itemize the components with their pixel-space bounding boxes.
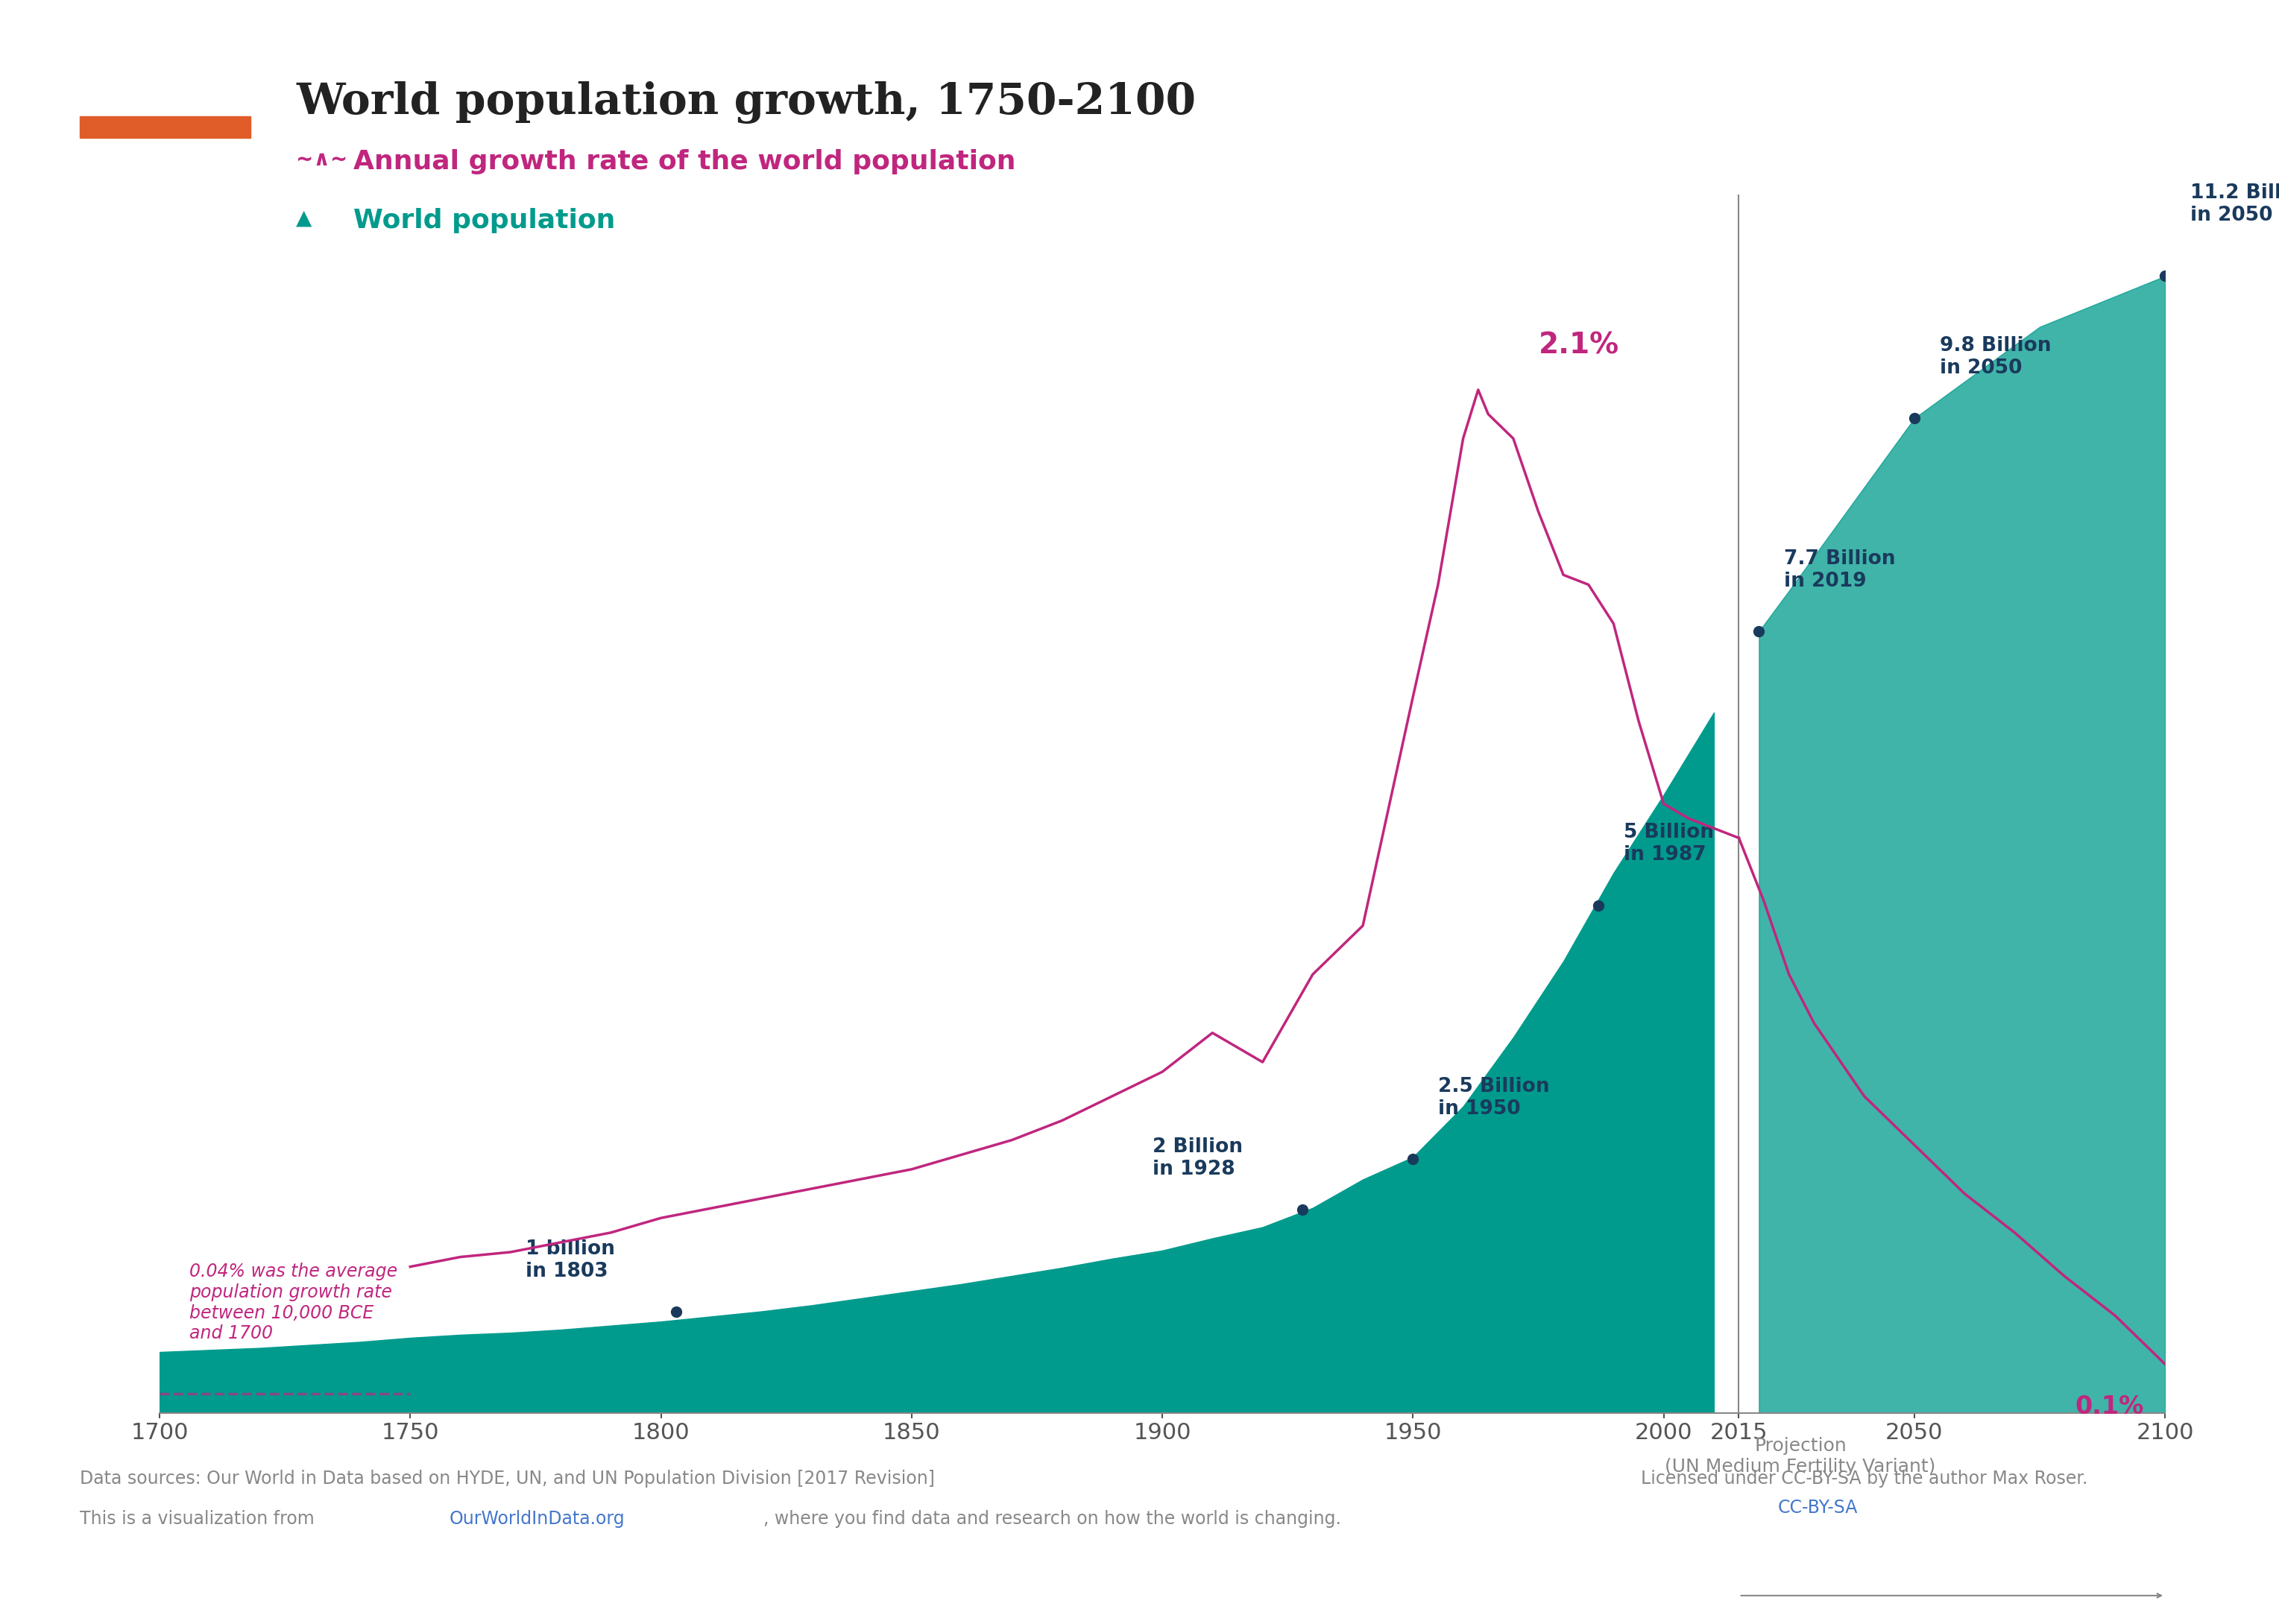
- Text: World population: World population: [353, 208, 615, 234]
- Text: ▲: ▲: [296, 208, 312, 229]
- Text: Annual growth rate of the world population: Annual growth rate of the world populati…: [353, 149, 1016, 175]
- Text: 7.7 Billion
in 2019: 7.7 Billion in 2019: [1784, 549, 1896, 591]
- Text: 2.5 Billion
in 1950: 2.5 Billion in 1950: [1438, 1077, 1550, 1119]
- Text: OurWorldInData.org: OurWorldInData.org: [449, 1510, 624, 1528]
- Text: CC-BY-SA: CC-BY-SA: [1778, 1499, 1857, 1517]
- Text: Licensed under CC-BY-SA by the author Max Roser.: Licensed under CC-BY-SA by the author Ma…: [1641, 1470, 2088, 1488]
- Text: 2 Billion
in 1928: 2 Billion in 1928: [1153, 1138, 1242, 1179]
- Text: Our World: Our World: [128, 52, 203, 65]
- Text: 9.8 Billion
in 2050: 9.8 Billion in 2050: [1939, 336, 2051, 377]
- Text: 1 billion
in 1803: 1 billion in 1803: [526, 1239, 615, 1281]
- Text: 5 Billion
in 1987: 5 Billion in 1987: [1623, 823, 1714, 864]
- Text: in Data: in Data: [139, 84, 191, 99]
- Text: 2.1%: 2.1%: [1538, 331, 1618, 359]
- Text: World population growth, 1750-2100: World population growth, 1750-2100: [296, 81, 1196, 123]
- Text: Data sources: Our World in Data based on HYDE, UN, and UN Population Division [2: Data sources: Our World in Data based on…: [80, 1470, 934, 1488]
- Text: 11.2 Billion
in 2050: 11.2 Billion in 2050: [2190, 184, 2279, 226]
- Text: This is a visualization from: This is a visualization from: [80, 1510, 319, 1528]
- Text: 0.04% was the average
population growth rate
between 10,000 BCE
and 1700: 0.04% was the average population growth …: [189, 1262, 399, 1343]
- Text: 0.1%: 0.1%: [2074, 1395, 2145, 1419]
- Text: ~∧~: ~∧~: [296, 149, 349, 171]
- Text: , where you find data and research on how the world is changing.: , where you find data and research on ho…: [763, 1510, 1340, 1528]
- Text: Projection
(UN Medium Fertility Variant): Projection (UN Medium Fertility Variant): [1666, 1437, 1935, 1476]
- Bar: [80, 115, 251, 138]
